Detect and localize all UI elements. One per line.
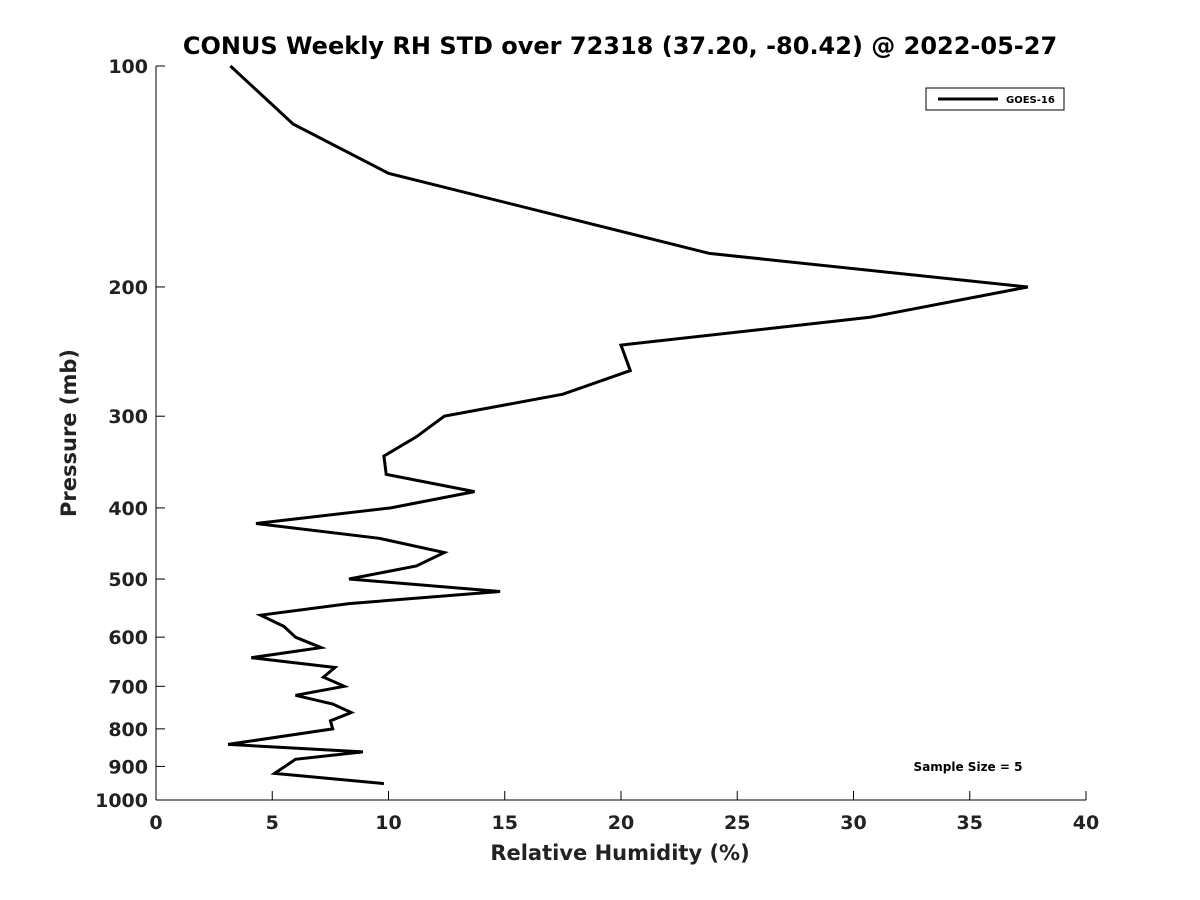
x-tick-label: 35 [957,812,983,834]
sample-size-annotation: Sample Size = 5 [914,760,1023,774]
x-tick-label: 0 [149,812,162,834]
y-axis-ticks: 100 200 300 400 500 600 700 800 900 1000 [95,56,165,812]
y-tick-label: 1000 [95,790,148,812]
series-layer [227,64,1029,786]
x-tick-label: 40 [1073,812,1099,834]
y-tick-label: 300 [108,406,148,428]
x-tick-label: 5 [266,812,279,834]
x-tick-label: 30 [840,812,866,834]
x-tick-label: 20 [608,812,634,834]
x-axis-ticks: 0 5 10 15 20 25 30 35 40 [149,791,1099,834]
plot-axes [155,66,1086,801]
legend: GOES-16 [925,87,1065,111]
y-tick-label: 500 [108,569,148,591]
y-tick-label: 600 [108,627,148,649]
x-tick-label: 10 [375,812,401,834]
y-tick-label: 900 [108,756,148,778]
x-tick-label: 15 [492,812,518,834]
y-tick-label: 400 [108,498,148,520]
x-tick-label: 25 [724,812,750,834]
y-tick-label: 200 [108,277,148,299]
x-axis-label: Relative Humidity (%) [490,841,749,865]
legend-label: GOES-16 [1006,95,1055,106]
chart-title: CONUS Weekly RH STD over 72318 (37.20, -… [183,32,1057,60]
y-tick-label: 100 [108,56,148,78]
series-line [227,64,1029,786]
y-axis-label: Pressure (mb) [57,349,81,517]
y-tick-label: 700 [108,676,148,698]
y-tick-label: 800 [108,719,148,741]
